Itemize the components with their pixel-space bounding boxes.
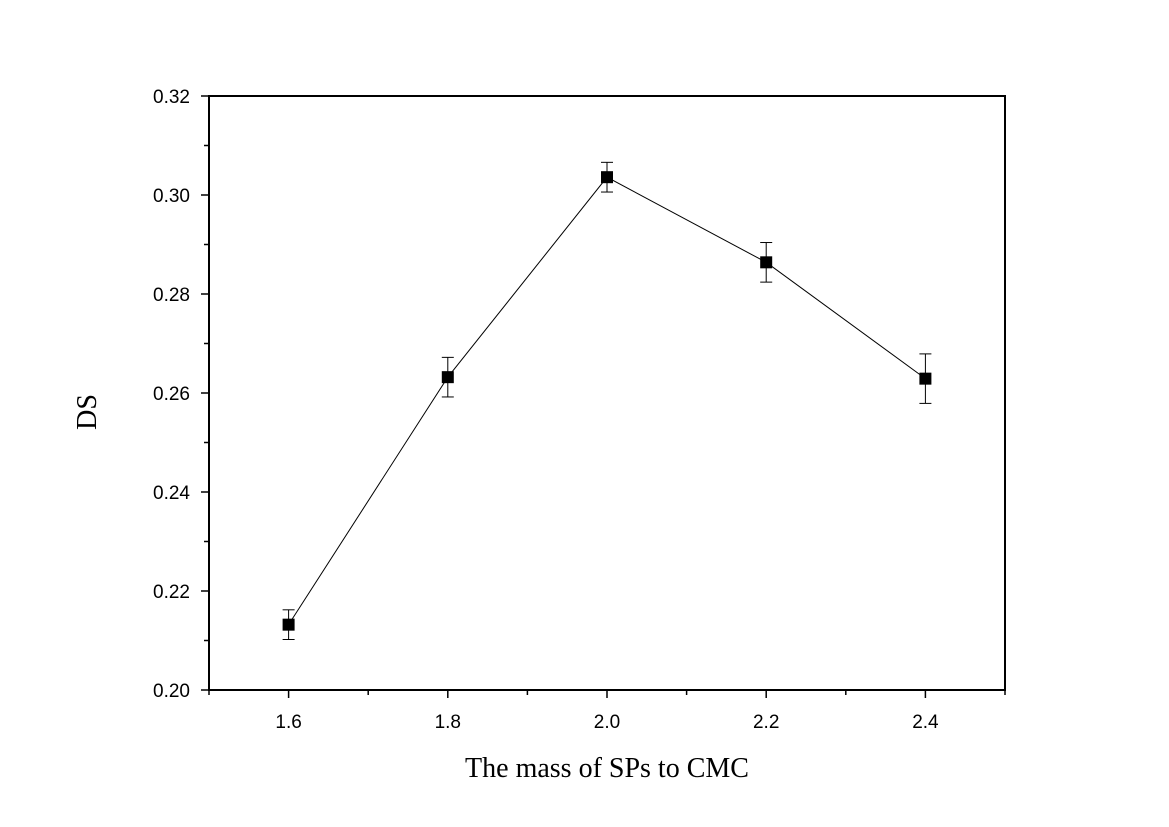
y-tick-label: 0.30	[153, 186, 190, 207]
y-tick-label: 0.32	[153, 87, 190, 108]
y-tick-label: 0.26	[153, 384, 190, 405]
x-tick-label: 2.0	[594, 712, 620, 733]
data-point-marker	[760, 256, 773, 269]
data-point-marker	[919, 372, 932, 385]
y-tick-label: 0.20	[153, 681, 190, 702]
x-tick-label: 1.8	[435, 712, 461, 733]
series-layer	[282, 161, 932, 641]
x-tick-label: 1.6	[275, 712, 301, 733]
y-tick-label: 0.24	[153, 483, 190, 504]
data-point-marker	[441, 371, 454, 384]
y-tick-label: 0.28	[153, 285, 190, 306]
y-tick-label: 0.22	[153, 582, 190, 603]
x-tick-label: 2.4	[912, 712, 939, 733]
x-axis-title: The mass of SPs to CMC	[465, 753, 749, 784]
tick-labels: 1.6 1.8 2.0 2.2 2.4 0.20 0.22 0.24 0.26 0.28 0.30 0…	[153, 87, 939, 733]
series-line	[288, 176, 926, 625]
x-tick-label: 2.2	[753, 712, 779, 733]
data-point-marker	[601, 171, 613, 184]
axis-ticks	[201, 95, 1006, 698]
data-point-marker	[282, 618, 295, 631]
y-axis-title: DS	[72, 394, 103, 430]
